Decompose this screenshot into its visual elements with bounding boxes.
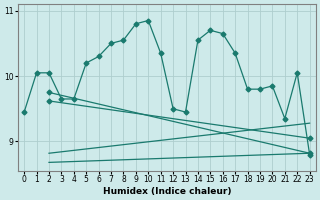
X-axis label: Humidex (Indice chaleur): Humidex (Indice chaleur) xyxy=(103,187,231,196)
